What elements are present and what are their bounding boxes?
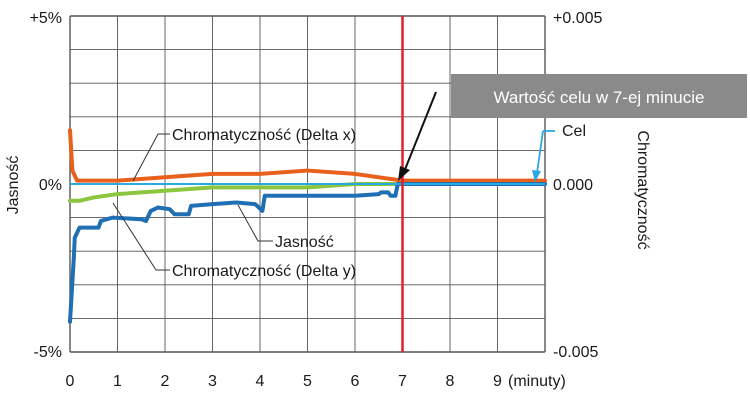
y-left-axis-label: Jasność (5, 156, 22, 215)
callout-text: Wartość celu w 7-ej minucie (494, 88, 705, 107)
y-right-tick-top: +0.005 (553, 10, 602, 27)
x-tick-label: 5 (303, 373, 312, 390)
x-tick-label: 8 (446, 373, 455, 390)
x-tick-label: 2 (161, 373, 170, 390)
y-right-axis-label: Chromatyczność (634, 130, 651, 249)
y-right-tick-mid: 0.000 (553, 177, 593, 194)
x-unit-label: (minuty) (508, 373, 566, 390)
x-tick-label: 7 (398, 373, 407, 390)
callout-arrow (398, 91, 437, 181)
leader-delta-x (132, 133, 170, 182)
x-tick-label: 1 (113, 373, 122, 390)
series-label-delta-y: Chromatyczność (Delta y) (172, 263, 356, 280)
y-left-tick-bottom: -5% (34, 344, 62, 361)
x-tick-label: 3 (208, 373, 217, 390)
y-left-tick-mid: 0% (39, 177, 62, 194)
leader-jasnosc (237, 204, 273, 242)
target-line-label: Cel (562, 123, 586, 140)
x-tick-label: 0 (66, 373, 75, 390)
x-tick-label: 6 (351, 373, 360, 390)
leader-delta-y (112, 202, 170, 271)
x-tick-label: 4 (256, 373, 265, 390)
series-line-2 (68, 182, 547, 324)
x-tick-labels: 0 1 2 3 4 5 6 7 8 9 (66, 373, 503, 390)
callout-box (451, 74, 747, 118)
x-tick-label: 9 (493, 373, 502, 390)
y-right-tick-bottom: -0.005 (553, 344, 598, 361)
y-left-tick-top: +5% (30, 10, 62, 27)
series-line-0 (68, 128, 547, 183)
series-label-jasnosc: Jasność (275, 234, 334, 251)
target-arrow (532, 130, 555, 182)
series-label-delta-x: Chromatyczność (Delta x) (172, 127, 356, 144)
